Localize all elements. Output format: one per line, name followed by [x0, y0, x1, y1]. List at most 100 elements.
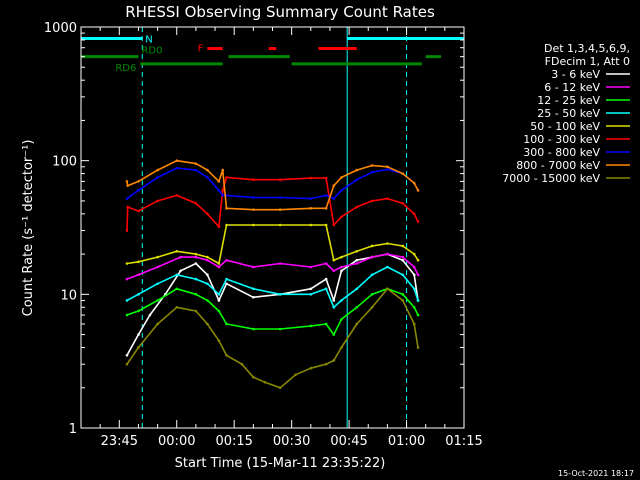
series-5-point-6 [206, 212, 209, 216]
series-7-point-5 [194, 162, 198, 165]
series-2-point-12 [332, 333, 336, 336]
series-0-point-7 [217, 299, 221, 302]
axes: 1 10 100 1000 23:45 00:00 00:15 00:30 00:45 01:00… [44, 21, 483, 449]
series-8-point-3 [175, 305, 179, 309]
series-3-point-6 [217, 293, 221, 296]
series-1-point-16 [386, 252, 389, 256]
series-6-point-17 [386, 168, 389, 171]
series-4-point-6 [217, 262, 221, 265]
series-1-point-2 [156, 265, 159, 269]
series-4-point-9 [278, 223, 282, 227]
series-3-point-11 [324, 287, 328, 291]
series-4-point-4 [194, 252, 198, 256]
series-8-point-16 [340, 346, 343, 349]
series-0-point-9 [252, 296, 255, 299]
series-7-point-21 [416, 189, 420, 192]
series-6-point-0 [125, 197, 129, 200]
series-8-point-1 [137, 346, 140, 349]
series-4-point-1 [137, 260, 140, 264]
series-1-point-18 [412, 265, 416, 269]
series-2-point-1 [137, 309, 140, 313]
series-8-point-20 [401, 299, 405, 302]
series-8-point-22 [416, 346, 420, 349]
series-8-point-4 [194, 309, 198, 313]
series-2-point-15 [370, 293, 374, 296]
series-3-point-4 [194, 277, 198, 281]
series-6-point-6 [217, 189, 221, 192]
series-1-point-9 [278, 262, 282, 265]
series-4-point-8 [252, 223, 255, 227]
series-4-point-0 [125, 262, 129, 265]
series-1-point-11 [324, 262, 328, 265]
series-6-point-2 [156, 176, 159, 179]
y-axis-label: Count Rate (s⁻¹ detector⁻¹) [21, 140, 36, 317]
series-2-point-7 [225, 322, 228, 326]
series-3-point-7 [225, 277, 228, 281]
legend-label-1: 6 - 12 keV [544, 81, 600, 94]
series-7-point-9 [225, 207, 228, 210]
series-line-3 [126, 266, 419, 309]
series-0-point-0 [125, 353, 129, 357]
series-7-point-11 [278, 208, 282, 211]
series-3-point-15 [370, 273, 374, 277]
series-3-point-9 [278, 293, 282, 296]
series-3-point-12 [332, 305, 336, 309]
series-5-point-7 [217, 225, 221, 229]
series-7-point-15 [340, 176, 343, 179]
series-8-point-9 [252, 375, 255, 379]
series-7-point-16 [355, 168, 359, 172]
series-4-point-14 [355, 249, 359, 253]
series-5-point-15 [340, 215, 343, 219]
series-4-point-5 [206, 255, 209, 259]
series-5-point-14 [332, 223, 336, 227]
legend-label-8: 7000 - 15000 keV [502, 172, 600, 185]
series-7-point-18 [386, 165, 389, 169]
state-bars: N F RD0 RD6 [81, 35, 464, 74]
x-tick-label: 01:15 [445, 434, 482, 449]
series-7-point-14 [332, 184, 336, 187]
chart-title: RHESSI Observing Summary Count Rates [125, 3, 435, 21]
series-7-point-0 [125, 180, 129, 183]
series-7-point-17 [370, 164, 374, 167]
series-0-point-15 [355, 258, 359, 262]
series-6-point-9 [252, 196, 255, 199]
series-7-point-1 [126, 184, 130, 187]
series-line-7 [126, 159, 419, 211]
series-4-point-2 [156, 255, 159, 259]
x-axis-label: Start Time (15-Mar-11 23:35:22) [175, 456, 386, 471]
series-4-point-12 [332, 258, 336, 262]
series-3-point-5 [206, 282, 209, 286]
legend-label-5: 100 - 300 keV [523, 133, 600, 146]
series-1-point-0 [125, 277, 129, 281]
y-tick-label: 1 [69, 422, 77, 437]
series-8-point-11 [278, 386, 282, 390]
series-1-point-4 [194, 255, 198, 259]
series-6-point-10 [278, 196, 282, 199]
series-3-point-3 [175, 273, 179, 277]
series-0-point-6 [206, 273, 209, 277]
series-8-point-13 [309, 366, 313, 370]
series-5-point-3 [156, 199, 159, 203]
series-7-point-8 [221, 168, 225, 172]
series-3-point-19 [416, 299, 420, 302]
series-8-point-2 [156, 322, 159, 326]
series-5-point-13 [324, 176, 328, 180]
series-3-point-16 [386, 265, 389, 269]
y-tick-label: 10 [60, 288, 77, 303]
series-7-point-12 [309, 207, 313, 210]
series-8-point-15 [332, 359, 336, 362]
series-5-point-9 [225, 176, 228, 179]
series-4-point-19 [416, 258, 420, 262]
series-3-point-2 [156, 282, 159, 286]
y-tick-label: 1000 [44, 21, 77, 36]
series-6-point-5 [206, 176, 209, 179]
series-line-5 [126, 176, 419, 231]
series-3-point-1 [137, 293, 140, 296]
series-1-point-3 [179, 255, 182, 259]
series-7-point-2 [137, 180, 140, 183]
series-1-point-17 [401, 255, 405, 259]
series-8-point-7 [225, 353, 228, 357]
state-label-rd0: RD0 [141, 46, 162, 57]
legend-label-3: 25 - 50 keV [537, 107, 600, 120]
series-7-point-6 [206, 168, 209, 172]
